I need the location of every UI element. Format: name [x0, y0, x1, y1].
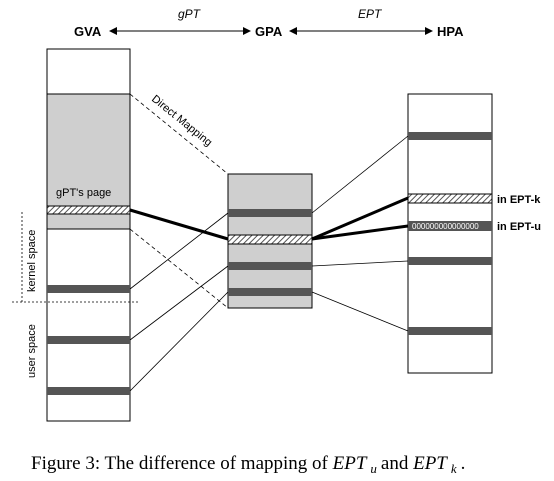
- gva-gpa-line-1: [129, 212, 229, 290]
- gpa-bar-4: [228, 288, 312, 296]
- gva-gpa-line-3: [129, 291, 229, 392]
- gva-user-bar-1: [47, 336, 130, 344]
- caption-ept-k: EPT: [412, 453, 448, 474]
- gpa-column: [227, 173, 313, 309]
- caption-ept-u: EPT: [332, 453, 368, 474]
- user-space-label: user space: [26, 324, 38, 378]
- gpt-page-label: gPT's page: [56, 187, 111, 199]
- hpa-header: HPA: [437, 24, 464, 39]
- gpa-hpa-line-2: [311, 260, 409, 267]
- hpa-bar-5: [408, 327, 492, 335]
- ept-k-mapping-line: [311, 196, 409, 241]
- hpa-ept-u-bar: [408, 221, 492, 231]
- gpa-header: GPA: [255, 24, 283, 39]
- gva-gpa-line-2: [129, 265, 229, 341]
- caption-ept-u-sub: u: [370, 461, 377, 476]
- direct-mapping-label: Direct Mapping: [149, 93, 214, 149]
- hpa-column: [407, 93, 493, 374]
- in-ept-u-label: in EPT-u: [497, 221, 541, 233]
- caption-ept-k-sub: k: [451, 461, 457, 476]
- direct-mapping-line-bottom: [129, 228, 229, 309]
- ept-u-zeros: 000000000000000: [412, 222, 479, 231]
- gpa-hpa-line-1: [311, 135, 409, 214]
- gva-gpt-page-bar: [46, 205, 131, 215]
- ept-label: EPT: [358, 7, 383, 21]
- kernel-space-label: kernel space: [26, 230, 38, 292]
- caption-and: and: [381, 453, 413, 474]
- gpt-label: gPT: [178, 7, 202, 21]
- ept-u-mapping-line: [311, 224, 409, 241]
- hpa-bar-4: [408, 257, 492, 265]
- gpa-bar-3: [228, 262, 312, 270]
- direct-mapping-line-top: [129, 93, 229, 175]
- gpa-gpt-page-bar: [227, 234, 313, 245]
- figure-caption: Figure 3: The difference of mapping of E…: [31, 453, 465, 477]
- gpt-page-mapping-line: [129, 208, 229, 241]
- hpa-ept-k-bar: [407, 193, 493, 204]
- in-ept-k-label: in EPT-k: [497, 194, 541, 206]
- gva-column: [46, 48, 131, 422]
- gva-user-bar-2: [47, 387, 130, 395]
- caption-prefix: Figure 3: The difference of mapping of: [31, 453, 333, 474]
- gva-header: GVA: [74, 24, 102, 39]
- gpa-bar-1: [228, 209, 312, 217]
- hpa-bar-1: [408, 132, 492, 140]
- caption-suffix: .: [461, 453, 466, 474]
- gpa-hpa-line-3: [311, 291, 409, 332]
- gva-kernel-bar: [47, 285, 130, 293]
